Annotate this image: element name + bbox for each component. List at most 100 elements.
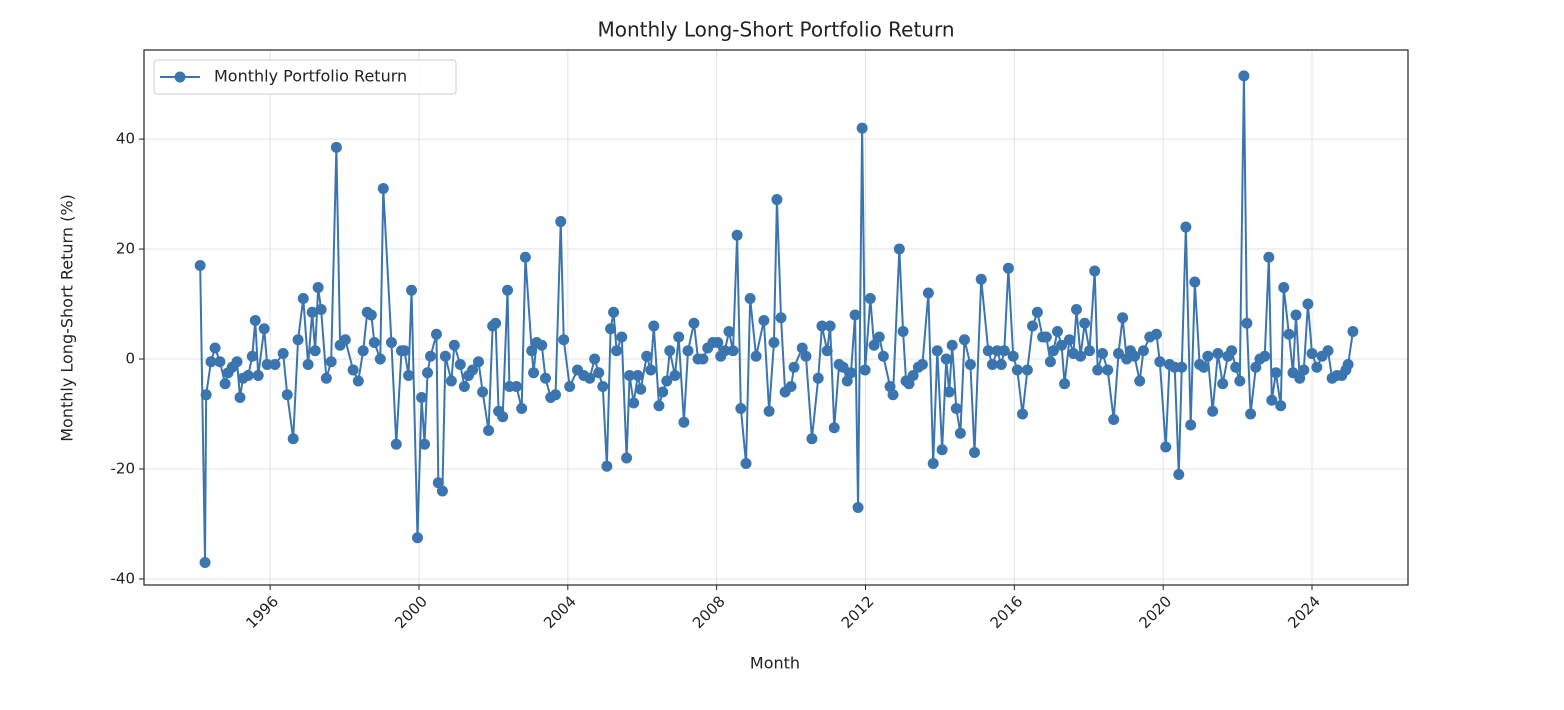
data-point — [682, 345, 694, 357]
data-point — [664, 345, 676, 357]
legend-marker — [174, 71, 186, 83]
data-point — [750, 350, 762, 362]
data-point — [347, 364, 359, 376]
data-point — [852, 501, 864, 513]
data-point — [234, 392, 246, 404]
data-point — [398, 345, 410, 357]
data-point — [1198, 361, 1210, 373]
data-point — [927, 457, 939, 469]
data-point — [1270, 367, 1282, 379]
data-point — [916, 359, 928, 371]
data-point — [516, 402, 528, 414]
data-point — [411, 532, 423, 544]
data-point — [1007, 350, 1019, 362]
data-point — [975, 273, 987, 285]
data-point — [1298, 364, 1310, 376]
data-point — [385, 337, 397, 349]
data-point — [1212, 348, 1224, 360]
data-point — [884, 381, 896, 393]
data-point — [1051, 326, 1063, 338]
data-point — [771, 194, 783, 206]
data-point — [954, 427, 966, 439]
data-point — [873, 331, 885, 343]
data-point — [312, 282, 324, 294]
data-point — [306, 306, 318, 318]
data-point — [1150, 328, 1162, 340]
data-point — [454, 359, 466, 371]
data-point — [252, 370, 264, 382]
data-point — [616, 331, 628, 343]
data-point — [1306, 348, 1318, 360]
data-point — [800, 350, 812, 362]
data-point — [635, 383, 647, 395]
data-point — [365, 309, 377, 321]
data-point — [1202, 350, 1214, 362]
data-point — [946, 339, 958, 351]
x-tick-label: 2012 — [838, 592, 878, 632]
data-point — [320, 372, 332, 384]
data-point — [621, 452, 633, 464]
data-point — [377, 183, 389, 195]
data-point — [727, 345, 739, 357]
data-point — [1245, 408, 1257, 420]
data-point — [601, 460, 613, 472]
data-point — [768, 337, 780, 349]
data-point — [419, 438, 431, 450]
data-point — [1134, 375, 1146, 387]
data-point — [1250, 361, 1262, 373]
data-point — [445, 375, 457, 387]
data-point — [1089, 265, 1101, 277]
x-tick-label: 2008 — [689, 592, 729, 632]
data-point — [998, 345, 1010, 357]
data-point — [1129, 350, 1141, 362]
y-tick-label: 0 — [125, 350, 135, 368]
data-point — [550, 389, 562, 401]
data-point — [528, 367, 540, 379]
data-point — [1083, 345, 1095, 357]
data-point — [390, 438, 402, 450]
data-point — [893, 243, 905, 255]
data-point — [490, 317, 502, 329]
data-point — [661, 375, 673, 387]
legend-box — [153, 59, 457, 95]
data-point — [1047, 345, 1059, 357]
data-point — [436, 485, 448, 497]
data-point — [297, 293, 309, 305]
data-point — [1137, 345, 1149, 357]
data-point — [964, 359, 976, 371]
data-point — [249, 315, 261, 327]
data-point — [1092, 364, 1104, 376]
data-point — [1070, 304, 1082, 316]
data-point — [352, 375, 364, 387]
data-point — [1230, 361, 1242, 373]
data-point — [648, 320, 660, 332]
data-point — [214, 356, 226, 368]
data-point — [936, 444, 948, 456]
data-point — [1259, 350, 1271, 362]
x-tick-label: 2000 — [391, 592, 431, 632]
data-point — [1263, 251, 1275, 263]
data-point — [632, 370, 644, 382]
data-point — [1021, 364, 1033, 376]
data-point — [1185, 419, 1197, 431]
data-point — [526, 345, 538, 357]
data-point — [1031, 306, 1043, 318]
data-point — [1075, 350, 1087, 362]
data-point — [242, 370, 254, 382]
data-point — [315, 304, 327, 316]
data-point — [1278, 282, 1290, 294]
data-point — [940, 353, 952, 365]
plot-frame — [143, 49, 1409, 586]
y-tick-label: 20 — [116, 240, 135, 258]
data-point — [1113, 348, 1125, 360]
data-point — [1234, 375, 1246, 387]
data-point — [325, 356, 337, 368]
data-point — [763, 405, 775, 417]
data-point — [806, 433, 818, 445]
data-point — [897, 326, 909, 338]
data-point — [510, 381, 522, 393]
data-point — [1040, 331, 1052, 343]
data-point — [645, 364, 657, 376]
data-point — [448, 339, 460, 351]
data-point — [828, 422, 840, 434]
